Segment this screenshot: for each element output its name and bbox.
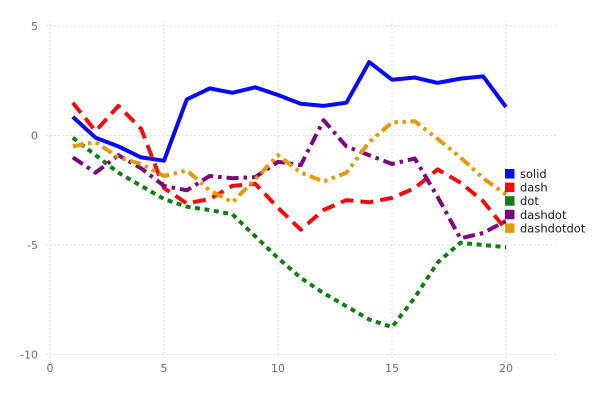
x-tick-label-15: 15 xyxy=(385,362,399,375)
legend-swatch-dashdot xyxy=(505,209,515,220)
legend-label-dashdotdot: dashdotdot xyxy=(520,221,586,235)
series-line-dashdot xyxy=(71,118,507,241)
legend-swatch-solid xyxy=(505,169,515,179)
x-tick-label-5: 5 xyxy=(161,362,168,375)
legend-swatch-dashdotdot xyxy=(505,223,515,233)
series-line-dashdotdot xyxy=(72,119,508,205)
legend-label-dot: dot xyxy=(520,194,539,208)
y-tick-label-5: 5 xyxy=(31,20,38,33)
y-tick-label--10: -10 xyxy=(20,349,38,362)
y-tick-label-0: 0 xyxy=(31,130,38,143)
legend-item-dashdotdot: dashdotdot xyxy=(505,221,586,235)
legend-swatch-dash xyxy=(505,182,515,193)
series-line-solid xyxy=(71,60,508,163)
x-tick-label-0: 0 xyxy=(47,362,54,375)
legend-label-solid: solid xyxy=(520,167,547,181)
legend-item-dashdot: dashdot xyxy=(505,208,567,222)
legend-swatch-dot xyxy=(505,196,515,206)
x-tick-label-10: 10 xyxy=(271,362,285,375)
x-tick-label-20: 20 xyxy=(499,362,513,375)
series-line-dash xyxy=(71,101,508,232)
y-tick-label--5: -5 xyxy=(27,239,38,252)
legend-label-dash: dash xyxy=(520,181,548,195)
legend-item-dot: dot xyxy=(505,194,539,208)
legend-item-solid: solid xyxy=(505,167,547,181)
legend-label-dashdot: dashdot xyxy=(520,208,567,222)
legend-item-dash: dash xyxy=(505,181,548,195)
series-line-dot xyxy=(71,136,507,330)
